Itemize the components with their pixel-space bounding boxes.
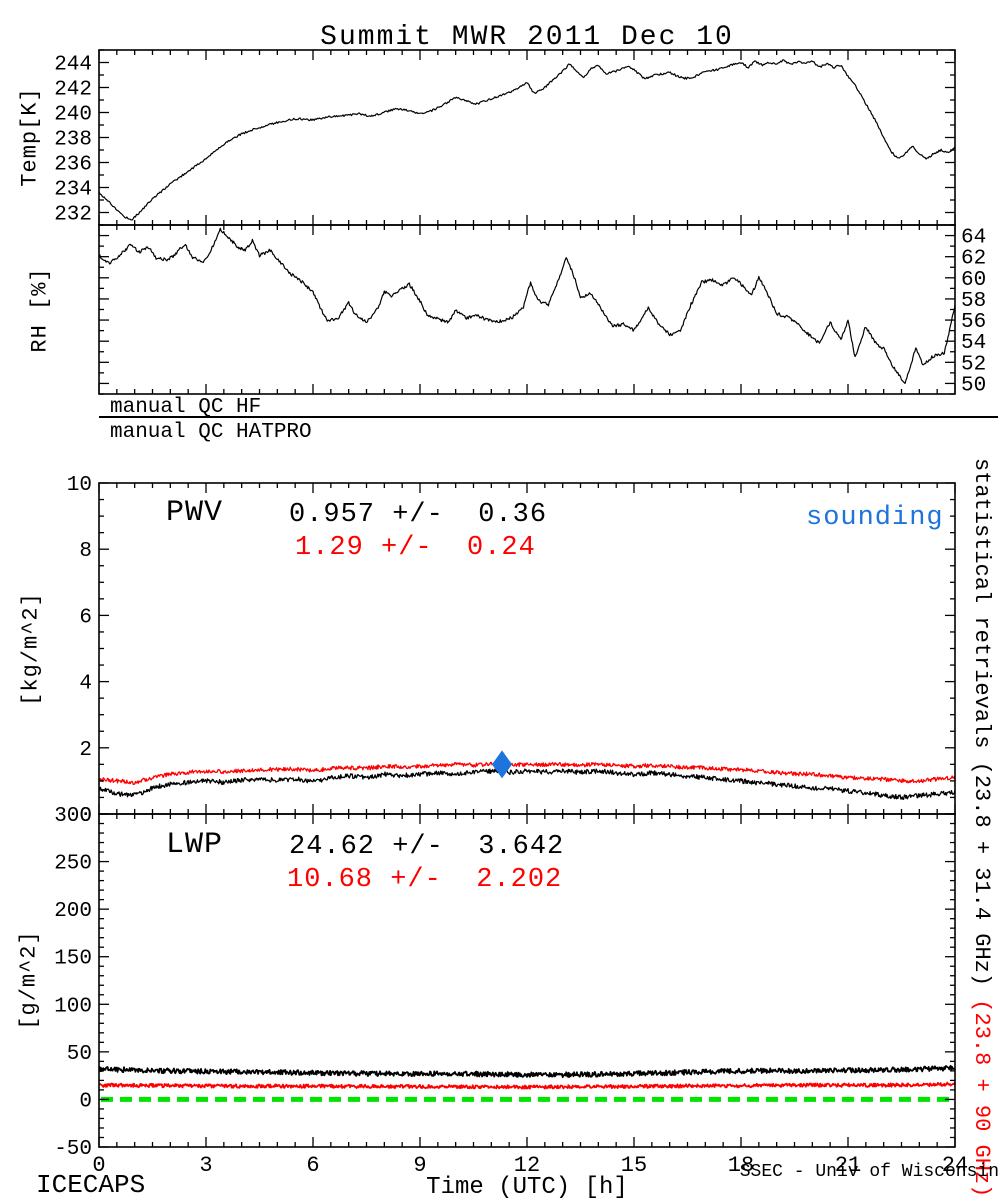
pwv-stats-black: 0.957 +/- 0.36 — [289, 500, 548, 530]
rh-ytick-label: 58 — [961, 290, 986, 313]
lwp-axis-title: [g/m^2] — [16, 930, 42, 1030]
temp-ticks — [98, 49, 956, 226]
pwv-ytick-label: 2 — [79, 739, 92, 762]
temp-series-0 — [98, 59, 956, 221]
lwp-ytick-label: 300 — [54, 805, 92, 828]
temp-ytick-label: 244 — [54, 54, 92, 77]
time-tick-label: 3 — [199, 1153, 212, 1178]
lwp-ytick-label: 250 — [54, 853, 92, 876]
time-tick-label: 12 — [514, 1153, 540, 1178]
temp-ytick-label: 232 — [54, 204, 92, 227]
lwp-ytick-labels: -50 0 50 100 150 200 250 300 — [54, 805, 92, 1161]
temp-ytick-label: 238 — [54, 129, 92, 152]
pwv-panel-label: PWV — [166, 496, 224, 530]
pwv-panel: 0 2 4 6 8 10 — [67, 474, 956, 828]
lwp-ytick-label: 200 — [54, 900, 92, 923]
pwv-stats-red: 1.29 +/- 0.24 — [295, 533, 536, 563]
pwv-ytick-label: 10 — [67, 474, 92, 497]
qc-flag-hf-label: manual QC HF — [110, 396, 262, 419]
rh-ytick-label: 60 — [961, 269, 986, 292]
lwp-ytick-label: 150 — [54, 948, 92, 971]
pwv-ytick-label: 8 — [79, 540, 92, 563]
temp-ytick-label: 236 — [54, 154, 92, 177]
temp-axis-title: Temp[K] — [17, 87, 43, 187]
time-tick-label: 6 — [306, 1153, 319, 1178]
time-axis-title: Time (UTC) [h] — [426, 1174, 628, 1200]
lwp-ytick-label: 50 — [67, 1043, 92, 1066]
chart-title: Summit MWR 2011 Dec 10 — [320, 22, 734, 53]
time-tick-label: 9 — [413, 1153, 426, 1178]
lwp-series-0 — [98, 1064, 956, 1079]
lwp-ytick-label: 100 — [54, 995, 92, 1018]
rh-ytick-label: 54 — [961, 332, 986, 355]
lwp-panel-label: LWP — [166, 828, 224, 862]
qc-flag-hatpro-label: manual QC HATPRO — [110, 421, 312, 444]
time-tick-label: 21 — [835, 1153, 861, 1178]
lwp-ytick-label: -50 — [54, 1138, 92, 1161]
rh-ytick-label: 56 — [961, 311, 986, 334]
pwv-ytick-label: 4 — [79, 673, 92, 696]
lwp-ytick-label: 0 — [79, 1090, 92, 1113]
temp-ytick-label: 240 — [54, 104, 92, 127]
rh-frame — [98, 224, 956, 395]
right-side-retrieval-label: statistical retrievals (23.8 + 31.4 GHz)… — [968, 458, 994, 1197]
time-tick-label: 18 — [728, 1153, 754, 1178]
retrieval-label-black: statistical retrievals (23.8 + 31.4 GHz) — [969, 458, 994, 987]
rh-ytick-label: 50 — [961, 374, 986, 397]
sounding-legend-label: sounding — [806, 503, 944, 533]
time-tick-label: 24 — [942, 1153, 968, 1178]
rh-ytick-label: 62 — [961, 248, 986, 271]
sounding-diamond-marker — [492, 750, 513, 779]
pwv-ytick-label: 0 — [79, 805, 92, 828]
icecaps-credit: ICECAPS — [36, 1170, 146, 1200]
pwv-series-1 — [98, 761, 956, 786]
rh-axis-title: RH [%] — [27, 267, 53, 353]
pwv-axis-title: [kg/m^2] — [18, 592, 44, 706]
pwv-ytick-label: 6 — [79, 606, 92, 629]
lwp-panel: -50 0 50 100 150 200 250 300 — [54, 805, 956, 1161]
ssec-credit: SSEC - Univ of Wisconsin — [739, 1162, 999, 1182]
time-tick-label: 15 — [621, 1153, 647, 1178]
temp-ytick-label: 242 — [54, 79, 92, 102]
lwp-ticks — [98, 813, 956, 1148]
lwp-stats-black: 24.62 +/- 3.642 — [289, 832, 565, 862]
lwp-stats-red: 10.68 +/- 2.202 — [287, 865, 563, 895]
pwv-ytick-labels: 0 2 4 6 8 10 — [67, 474, 92, 828]
rh-ytick-label: 52 — [961, 353, 986, 376]
pwv-ticks — [98, 482, 956, 815]
qc-divider-line — [99, 416, 998, 418]
temp-frame — [98, 49, 956, 226]
lwp-series-1 — [98, 1081, 956, 1090]
rh-ticks — [98, 224, 956, 395]
time-tick-label: 0 — [92, 1153, 105, 1178]
rh-series-0 — [98, 227, 956, 384]
temp-ytick-label: 234 — [54, 179, 92, 202]
rh-ytick-label: 64 — [961, 227, 986, 250]
pwv-series-0 — [98, 768, 956, 800]
